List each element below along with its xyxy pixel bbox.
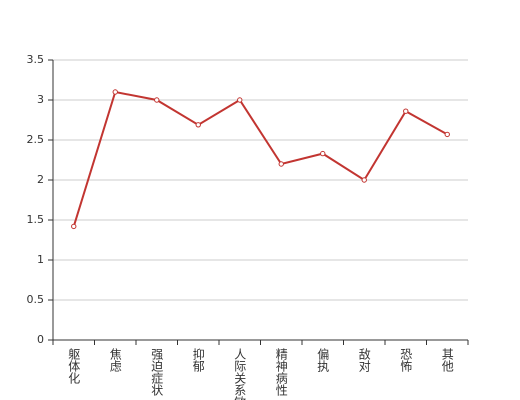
- x-tick-label: 抑郁: [191, 347, 205, 373]
- y-tick-label: 3.5: [27, 53, 45, 66]
- point: [278, 161, 284, 167]
- point: [237, 97, 243, 103]
- y-tick-label: 0.5: [27, 293, 45, 306]
- x-tick-label: 恐怖: [399, 348, 413, 372]
- point: [112, 89, 118, 95]
- point: [154, 97, 160, 103]
- point: [361, 177, 367, 183]
- x-tick-label: 强迫症状: [150, 348, 164, 396]
- x-tick-label: 其他: [440, 348, 454, 372]
- x-tick-label: 偏执: [316, 347, 330, 373]
- x-tick-label: 躯体化: [67, 347, 81, 385]
- point: [71, 223, 77, 230]
- y-tick-label: 1: [37, 253, 44, 266]
- x-tick-label: 人际关系敏感: [233, 348, 247, 400]
- point: [403, 108, 409, 114]
- x-tick-label: 焦虑: [108, 348, 122, 372]
- y-tick-label: 2.5: [27, 133, 45, 146]
- x-tick-label: 精神病性: [274, 348, 288, 397]
- point: [195, 122, 201, 128]
- x-tick-label: 敌对: [357, 347, 371, 372]
- point: [444, 131, 450, 138]
- line: [72, 90, 448, 227]
- y-tick-label: 3: [37, 93, 44, 106]
- point: [320, 150, 326, 157]
- y-tick-label: 1.5: [27, 213, 45, 226]
- y-tick-label: 0: [37, 333, 44, 346]
- y-tick-label: 2: [37, 173, 44, 186]
